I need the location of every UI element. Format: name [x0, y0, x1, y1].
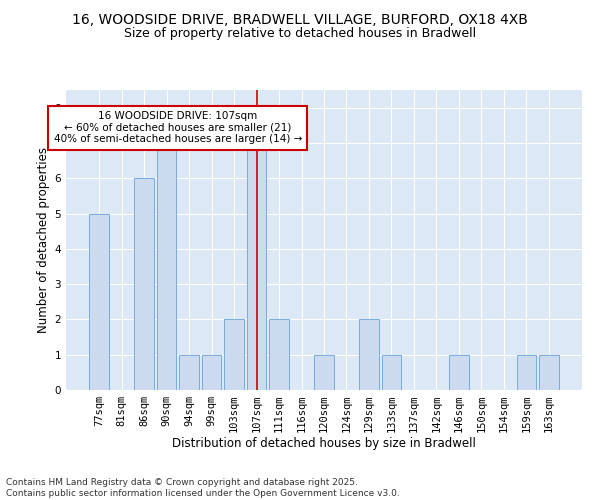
Bar	[179, 354, 199, 390]
X-axis label: Distribution of detached houses by size in Bradwell: Distribution of detached houses by size …	[172, 436, 476, 450]
Text: Size of property relative to detached houses in Bradwell: Size of property relative to detached ho…	[124, 28, 476, 40]
Text: 16, WOODSIDE DRIVE, BRADWELL VILLAGE, BURFORD, OX18 4XB: 16, WOODSIDE DRIVE, BRADWELL VILLAGE, BU…	[72, 12, 528, 26]
Bar	[359, 320, 379, 390]
Bar	[89, 214, 109, 390]
Bar	[224, 320, 244, 390]
Bar	[202, 354, 221, 390]
Bar	[382, 354, 401, 390]
Bar	[539, 354, 559, 390]
Bar	[269, 320, 289, 390]
Text: 16 WOODSIDE DRIVE: 107sqm
← 60% of detached houses are smaller (21)
40% of semi-: 16 WOODSIDE DRIVE: 107sqm ← 60% of detac…	[53, 111, 302, 144]
Bar	[449, 354, 469, 390]
Bar	[134, 178, 154, 390]
Bar	[157, 143, 176, 390]
Bar	[314, 354, 334, 390]
Y-axis label: Number of detached properties: Number of detached properties	[37, 147, 50, 333]
Text: Contains HM Land Registry data © Crown copyright and database right 2025.
Contai: Contains HM Land Registry data © Crown c…	[6, 478, 400, 498]
Bar	[247, 143, 266, 390]
Bar	[517, 354, 536, 390]
